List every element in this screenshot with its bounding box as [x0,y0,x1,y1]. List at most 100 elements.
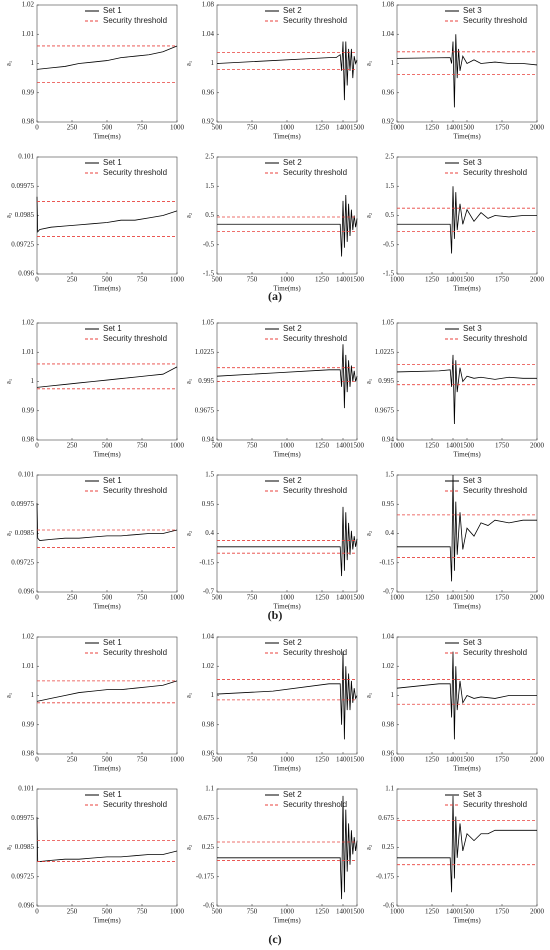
y-tick-label: -0.5 [383,240,395,248]
legend-label: Security threshold [463,16,527,25]
y-axis-label: a₁ [185,693,193,699]
x-tick-label: 1250 [425,908,440,916]
y-tick-label: 0.4 [205,529,214,537]
y-tick-label: 0.25 [382,843,395,851]
y-tick-label: 0.5 [205,211,214,219]
y-axis-label: a₂ [185,530,193,536]
y-tick-label: 0.675 [378,814,394,822]
y-tick-label: 1 [31,377,35,385]
data-line [36,366,178,388]
x-tick-label: 0 [35,594,39,602]
y-tick-label: 0.101 [18,471,34,479]
x-tick-label: 250 [67,276,78,284]
x-tick-label: 1500 [460,908,475,916]
y-tick-label: 1 [211,59,215,67]
y-tick-label: 0.99 [22,720,35,728]
y-tick-label: 0.25 [202,843,215,851]
x-axis-label: Time(ms) [273,603,301,611]
x-tick-label: 1500 [350,276,365,284]
y-tick-label: -0.7 [383,588,395,596]
y-tick-label: 0.09725 [11,872,34,880]
data-line [36,45,178,70]
y-tick-label: 0.98 [382,720,395,728]
y-tick-label: 1.1 [385,785,394,793]
legend-label: Set 3 [463,158,482,167]
x-axis-label: Time(ms) [93,133,121,141]
y-tick-label: 0.101 [18,785,34,793]
data-line [216,651,358,740]
y-tick-label: -0.175 [376,872,395,880]
x-axis-label: Time(ms) [453,765,481,773]
x-tick-label: 1500 [460,442,475,450]
x-tick-label: 500 [102,908,113,916]
x-tick-label: 0 [35,908,39,916]
x-tick-label: 1400 [336,594,351,602]
legend-label: Set 2 [283,790,302,799]
x-tick-label: 500 [102,276,113,284]
y-tick-label: 1.05 [202,319,215,327]
x-tick-label: 1000 [390,442,405,450]
y-axis-label: a₁ [185,379,193,385]
legend-label: Set 3 [463,6,482,15]
x-tick-label: 1400 [336,276,351,284]
legend-label: Set 1 [103,790,122,799]
legend-label: Security threshold [103,648,167,657]
plot-frame [396,322,538,441]
y-tick-label: 0.94 [382,436,395,444]
x-tick-label: 2000 [530,908,545,916]
y-tick-label: 1.08 [202,1,215,9]
x-tick-label: 750 [137,442,148,450]
x-tick-label: 250 [67,124,78,132]
x-tick-label: 1400 [336,124,351,132]
plot-frame [396,474,538,593]
x-axis-label: Time(ms) [273,917,301,925]
x-tick-label: 750 [137,124,148,132]
legend-label: Security threshold [283,800,347,809]
legend-label: Security threshold [103,16,167,25]
x-tick-label: 1400 [336,908,351,916]
x-tick-label: 1500 [460,594,475,602]
x-axis-label: Time(ms) [453,917,481,925]
y-tick-label: 0.99 [22,406,35,414]
x-tick-label: 1250 [315,124,330,132]
y-tick-label: -0.6 [203,902,215,910]
x-tick-label: 1400 [446,442,461,450]
legend-label: Set 1 [103,158,122,167]
y-axis-label: a₁ [185,61,193,67]
y-axis-label: a₂ [365,530,373,536]
y-tick-label: 1 [391,59,395,67]
x-tick-label: 1500 [350,908,365,916]
y-tick-label: 1.01 [22,30,35,38]
x-tick-label: 500 [212,276,223,284]
x-tick-label: 500 [212,124,223,132]
x-tick-label: 0 [35,756,39,764]
y-tick-label: 1.02 [22,633,35,641]
y-tick-label: 1.02 [382,662,395,670]
y-tick-label: 1 [31,59,35,67]
y-tick-label: 1.02 [202,662,215,670]
y-axis-label: a₁ [365,693,373,699]
legend-label: Security threshold [463,168,527,177]
legend-label: Security threshold [283,16,347,25]
x-tick-label: 500 [212,908,223,916]
legend-label: Security threshold [283,486,347,495]
y-tick-label: 2.5 [385,153,394,161]
plot-frame [36,788,178,907]
y-tick-label: -0.15 [199,558,214,566]
x-axis-label: Time(ms) [273,765,301,773]
x-tick-label: 1400 [446,756,461,764]
y-tick-label: 0.0985 [15,529,35,537]
y-axis-label: a₂ [185,212,193,218]
y-tick-label: 0.5 [385,211,394,219]
x-tick-label: 1000 [390,908,405,916]
legend-label: Set 3 [463,638,482,647]
x-axis-label: Time(ms) [93,765,121,773]
y-axis-label: a₁ [5,379,13,385]
x-tick-label: 750 [247,442,258,450]
y-axis-label: a₂ [5,844,13,850]
plot-frame [36,156,178,275]
plot-frame [216,156,358,275]
y-tick-label: 2.5 [205,153,214,161]
x-axis-label: Time(ms) [453,285,481,293]
y-tick-label: 0.09975 [11,182,34,190]
